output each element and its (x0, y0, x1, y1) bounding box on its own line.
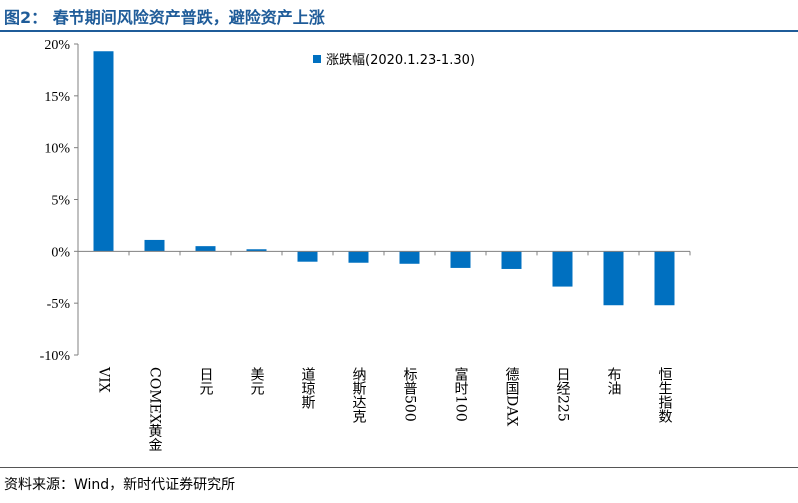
legend-swatch (313, 55, 321, 63)
bar (348, 251, 369, 263)
x-tick-label: 标普500 (402, 367, 418, 422)
bar (501, 251, 522, 269)
legend: 涨跌幅(2020.1.23-1.30) (313, 52, 475, 68)
x-tick-label: 日经225 (555, 367, 571, 422)
bar (144, 239, 165, 252)
source-rule (0, 467, 798, 468)
bar (552, 251, 573, 287)
x-tick-label: 布油 (606, 367, 622, 395)
y-axis: 20% 15% 10% 5% 0% -5% -10% (40, 38, 78, 364)
x-tick-label: COMEX黄金 (147, 367, 163, 452)
x-tick-label: 美元 (249, 367, 265, 396)
x-axis: VIX COMEX黄金 日元 美元 道琼斯 纳斯达克 标普500 富时100 德国DAX 日经22… (96, 366, 673, 452)
x-tick-label: 富时100 (453, 366, 469, 421)
legend-label: 涨跌幅(2020.1.23-1.30) (326, 52, 475, 68)
bar (246, 249, 267, 252)
x-tick-label: 恒生指数 (657, 367, 673, 423)
x-tick-label: 日元 (198, 367, 214, 396)
bar (297, 251, 318, 262)
bar (654, 251, 675, 306)
bar (93, 51, 114, 252)
x-tick-label: 道琼斯 (300, 367, 316, 410)
bar (399, 251, 420, 264)
figure-title: 图2： 春节期间风险资产普跌，避险资产上涨 (4, 8, 325, 27)
x-tick-label: VIX (96, 366, 112, 393)
title-rule (0, 30, 798, 32)
axes (77, 44, 691, 355)
bar (450, 251, 471, 268)
y-tick-label: 15% (44, 90, 70, 105)
y-tick-label: -10% (40, 349, 71, 364)
bar-chart: 20% 15% 10% 5% 0% -5% -10% VIX COMEX黄金 日元 美元 道琼斯 纳斯… (40, 38, 691, 452)
y-tick-label: 10% (44, 142, 70, 157)
y-tick-label: 0% (51, 245, 70, 260)
bar-series (93, 51, 675, 306)
bar (195, 246, 216, 252)
y-tick-label: 5% (51, 194, 70, 209)
y-tick-label: 20% (44, 38, 70, 53)
source-note: 资料来源：Wind，新时代证券研究所 (4, 477, 236, 493)
x-tick-label: 德国DAX (504, 367, 520, 426)
bar (603, 251, 624, 306)
x-tick-label: 纳斯达克 (351, 367, 367, 424)
y-tick-label: -5% (47, 297, 71, 312)
